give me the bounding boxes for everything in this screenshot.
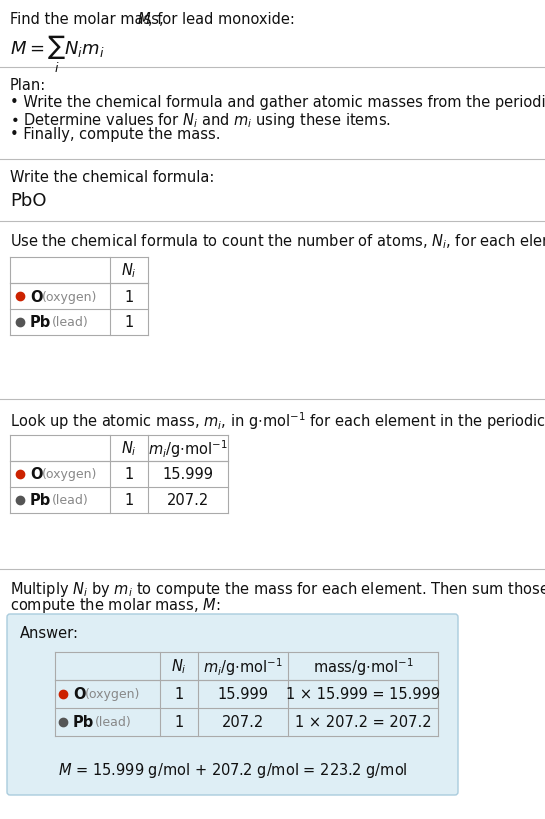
Text: (oxygen): (oxygen) (42, 468, 98, 481)
Text: 1: 1 (124, 493, 134, 508)
Text: O: O (73, 686, 86, 702)
Text: compute the molar mass, $M$:: compute the molar mass, $M$: (10, 595, 220, 614)
Text: Write the chemical formula:: Write the chemical formula: (10, 170, 214, 185)
Text: Plan:: Plan: (10, 78, 46, 93)
Text: • Finally, compute the mass.: • Finally, compute the mass. (10, 127, 221, 142)
Text: 1 × 207.2 = 207.2: 1 × 207.2 = 207.2 (295, 715, 431, 730)
Text: M: M (138, 12, 150, 27)
Text: 1 × 15.999 = 15.999: 1 × 15.999 = 15.999 (286, 686, 440, 702)
Text: 207.2: 207.2 (222, 715, 264, 730)
Text: • Write the chemical formula and gather atomic masses from the periodic table.: • Write the chemical formula and gather … (10, 95, 545, 110)
Text: 207.2: 207.2 (167, 493, 209, 508)
Text: O: O (30, 467, 43, 482)
Text: • Determine values for $N_i$ and $m_i$ using these items.: • Determine values for $N_i$ and $m_i$ u… (10, 111, 391, 130)
Text: (oxygen): (oxygen) (85, 688, 141, 700)
Text: 1: 1 (124, 315, 134, 330)
Text: $N_i$: $N_i$ (121, 439, 137, 458)
Text: Look up the atomic mass, $m_i$, in g$\cdot$mol$^{-1}$ for each element in the pe: Look up the atomic mass, $m_i$, in g$\cd… (10, 410, 545, 431)
Text: Pb: Pb (73, 715, 94, 730)
Text: 15.999: 15.999 (217, 686, 269, 702)
Text: $M = \sum_i N_i m_i$: $M = \sum_i N_i m_i$ (10, 34, 105, 75)
Text: mass/g$\cdot$mol$^{-1}$: mass/g$\cdot$mol$^{-1}$ (313, 655, 414, 677)
Text: (lead): (lead) (95, 716, 132, 729)
Text: Find the molar mass,: Find the molar mass, (10, 12, 168, 27)
Text: Pb: Pb (30, 493, 51, 508)
Text: 15.999: 15.999 (162, 467, 214, 482)
Text: (lead): (lead) (52, 494, 89, 507)
Text: 1: 1 (174, 715, 184, 730)
Text: Pb: Pb (30, 315, 51, 330)
Text: Use the chemical formula to count the number of atoms, $N_i$, for each element:: Use the chemical formula to count the nu… (10, 232, 545, 251)
Text: PbO: PbO (10, 192, 46, 210)
Text: O: O (30, 289, 43, 304)
Text: 1: 1 (124, 289, 134, 304)
Text: $N_i$: $N_i$ (171, 657, 187, 676)
Text: $M$ = 15.999 g/mol + 207.2 g/mol = 223.2 g/mol: $M$ = 15.999 g/mol + 207.2 g/mol = 223.2… (58, 761, 407, 780)
Text: 1: 1 (174, 686, 184, 702)
FancyBboxPatch shape (7, 614, 458, 795)
Text: 1: 1 (124, 467, 134, 482)
Text: $m_i$/g$\cdot$mol$^{-1}$: $m_i$/g$\cdot$mol$^{-1}$ (203, 655, 283, 677)
Text: , for lead monoxide:: , for lead monoxide: (148, 12, 295, 27)
Text: Multiply $N_i$ by $m_i$ to compute the mass for each element. Then sum those val: Multiply $N_i$ by $m_i$ to compute the m… (10, 579, 545, 598)
Text: (oxygen): (oxygen) (42, 290, 98, 303)
Text: $m_i$/g$\cdot$mol$^{-1}$: $m_i$/g$\cdot$mol$^{-1}$ (148, 437, 228, 459)
Text: $N_i$: $N_i$ (121, 261, 137, 280)
Text: (lead): (lead) (52, 316, 89, 329)
Text: Answer:: Answer: (20, 625, 79, 640)
